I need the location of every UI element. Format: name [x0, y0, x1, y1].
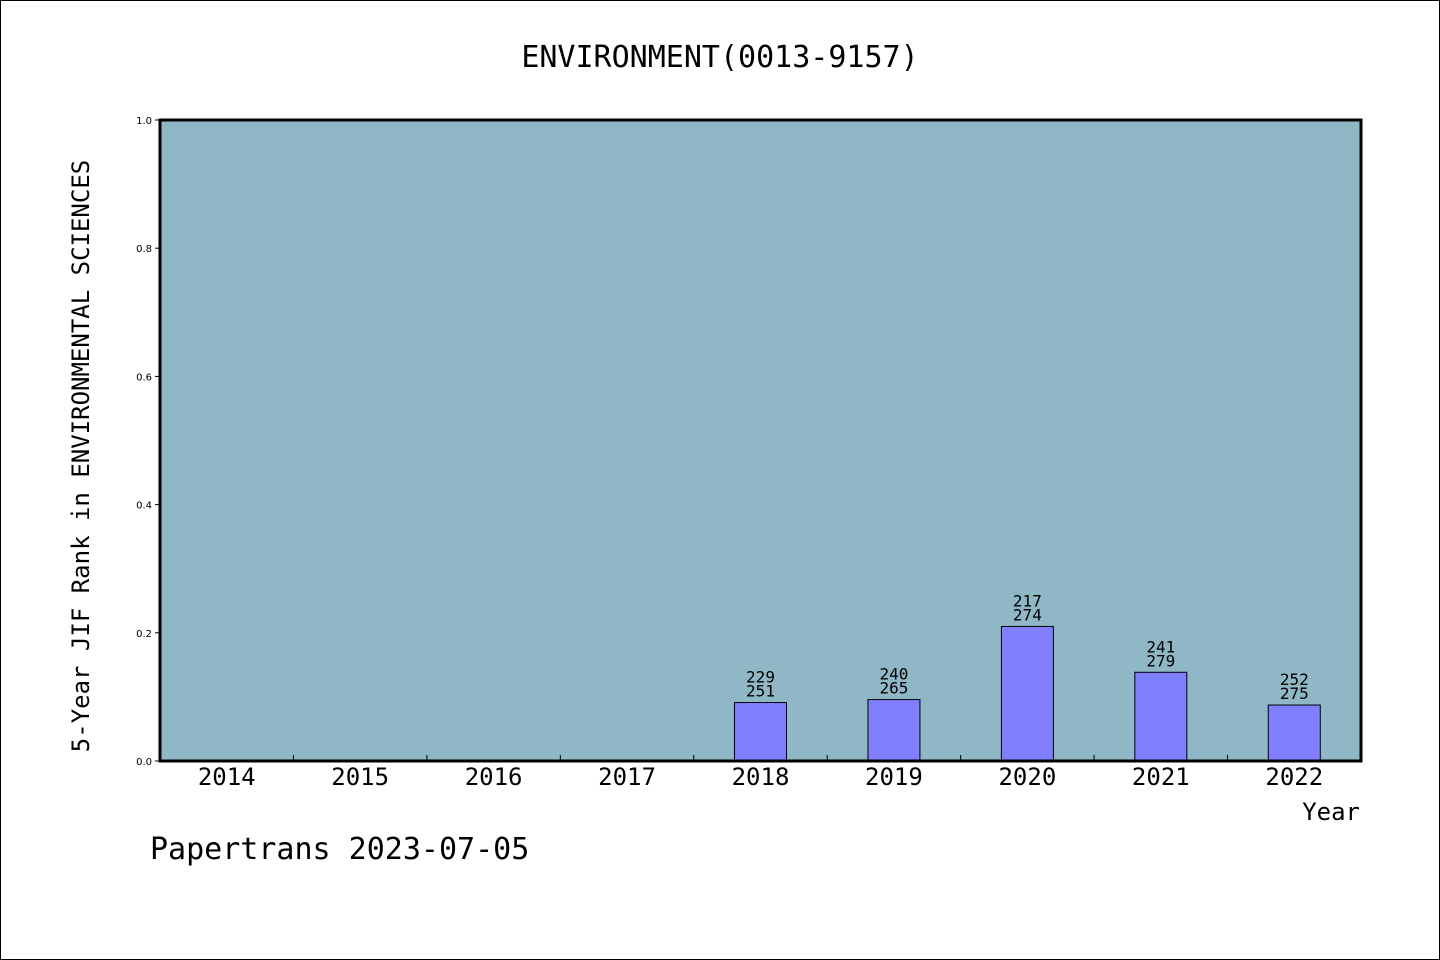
- chart-title: ENVIRONMENT(0013-9157): [521, 40, 918, 75]
- bar-label-total: 265: [879, 679, 908, 698]
- bar-label-rank: 241: [1146, 637, 1175, 656]
- x-axis-label: Year: [1302, 798, 1360, 826]
- x-tick-label: 2016: [465, 763, 523, 791]
- x-tick-label: 2015: [331, 763, 389, 791]
- y-tick-label: 0.0: [136, 757, 152, 768]
- plot-area: [160, 120, 1361, 761]
- bar-label-rank: 217: [1013, 591, 1042, 610]
- bar-label-total: 279: [1146, 651, 1175, 670]
- bar-label-rank: 229: [746, 668, 775, 687]
- y-tick-label: 0.2: [136, 629, 152, 640]
- x-tick-label: 2017: [598, 763, 656, 791]
- plot-border: [158, 118, 1363, 763]
- bar-2019: [867, 699, 921, 762]
- ticks-group: 0.0 0.2 0.4 0.6 0.8 1.0 2014 2015 2016 2017 2018 20…: [136, 116, 1323, 791]
- bar-label-total: 275: [1280, 684, 1309, 703]
- bar-label-total: 251: [746, 682, 775, 701]
- y-axis-label: 5-Year JIF Rank in ENVIRONMENTAL SCIENCE…: [67, 160, 95, 752]
- bar-2018: [734, 702, 787, 762]
- x-tick-label: 2019: [865, 763, 923, 791]
- y-tick-label: 1.0: [136, 116, 152, 127]
- footer-credit: Papertrans 2023-07-05: [150, 832, 530, 867]
- x-tick-label: 2014: [198, 763, 256, 791]
- x-tick-label: 2018: [732, 763, 790, 791]
- bar-label-rank: 240: [879, 665, 908, 684]
- x-tick-label: 2022: [1265, 763, 1323, 791]
- bar-2021: [1134, 671, 1188, 762]
- bar-label-total: 274: [1013, 605, 1042, 624]
- y-tick-label: 0.4: [136, 501, 152, 512]
- x-tick-label: 2021: [1132, 763, 1190, 791]
- y-tick-label: 0.8: [136, 244, 152, 255]
- bar-label-rank: 252: [1280, 670, 1309, 689]
- y-tick-label: 0.6: [136, 372, 152, 383]
- bar-2022: [1267, 704, 1321, 762]
- x-tick-label: 2020: [998, 763, 1056, 791]
- bar-2020: [1000, 625, 1054, 762]
